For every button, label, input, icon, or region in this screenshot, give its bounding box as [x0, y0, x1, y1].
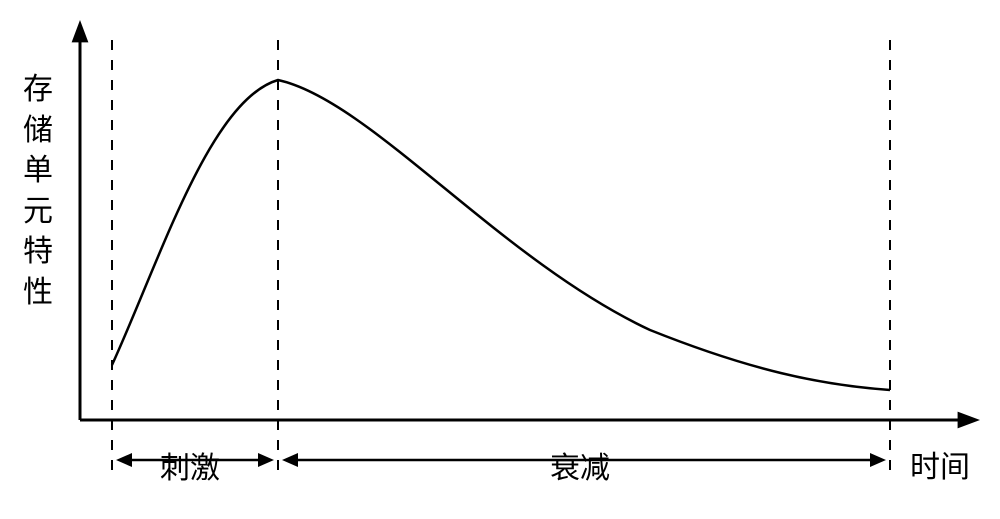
y-axis-label-text: 存储单元特性 — [23, 73, 53, 309]
region1-label-text: 刺激 — [160, 452, 220, 485]
region2-label: 衰减 — [550, 443, 610, 487]
region2-label-text: 衰减 — [550, 452, 610, 485]
x-axis-label: 时间 — [910, 442, 970, 486]
x-axis-label-text: 时间 — [910, 451, 970, 484]
region1-label: 刺激 — [160, 443, 220, 487]
chart-svg — [0, 0, 1000, 519]
y-axis-label: 存储单元特性 — [20, 70, 56, 313]
chart-container: 存储单元特性 时间 刺激 衰减 — [0, 0, 1000, 519]
